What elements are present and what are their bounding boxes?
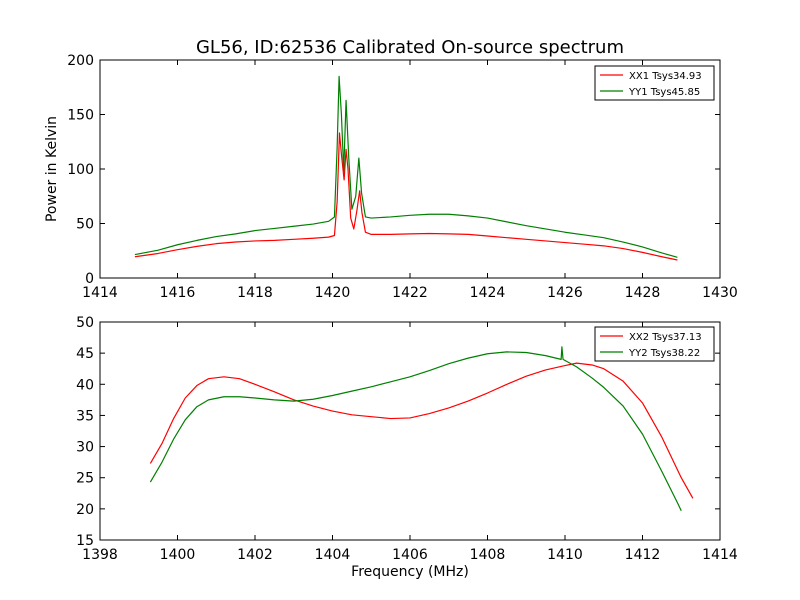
legend-label-1-1: YY2 Tsys38.22 xyxy=(628,348,700,359)
x-tick-label-1-4: 1406 xyxy=(392,547,428,563)
x-tick-label-1-3: 1404 xyxy=(315,547,351,563)
y-tick-label-1-4: 35 xyxy=(76,408,94,424)
x-tick-label-0-6: 1426 xyxy=(547,285,583,301)
y-tick-label-1-2: 25 xyxy=(76,471,94,487)
x-tick-label-1-8: 1414 xyxy=(702,547,738,563)
legend-1: XX2 Tsys37.13 YY2 Tsys38.22 xyxy=(594,326,715,362)
legend-0: XX1 Tsys34.93 YY1 Tsys45.85 xyxy=(594,65,715,101)
figure-title: GL56, ID:62536 Calibrated On-source spec… xyxy=(196,37,624,58)
y-tick-label-0-0: 0 xyxy=(85,271,94,287)
y-tick-label-1-3: 30 xyxy=(76,440,94,456)
bottom-panel: 1398 1400 1402 1404 1406 1408 1410 1412 1414 15 20… xyxy=(76,315,738,563)
y-tick-label-1-0: 15 xyxy=(76,533,94,549)
y-tick-label-1-5: 40 xyxy=(76,377,94,393)
x-tick-label-0-8: 1430 xyxy=(702,285,738,301)
legend-label-1-0: XX2 Tsys37.13 xyxy=(629,332,702,343)
x-tick-label-1-1: 1400 xyxy=(160,547,196,563)
x-tick-label-0-3: 1420 xyxy=(315,285,351,301)
legend-box-1 xyxy=(594,326,715,362)
series-line-0-1 xyxy=(134,75,678,258)
y-tick-label-0-2: 100 xyxy=(67,162,94,178)
x-tick-label-0-4: 1422 xyxy=(392,285,428,301)
y-tick-label-1-6: 45 xyxy=(76,346,94,362)
x-tick-label-0-2: 1418 xyxy=(237,285,273,301)
x-tick-label-1-0: 1398 xyxy=(82,547,118,563)
x-tick-label-1-6: 1410 xyxy=(547,547,583,563)
x-tick-label-0-0: 1414 xyxy=(82,285,118,301)
y-tick-label-1-7: 50 xyxy=(76,315,94,331)
y-tick-label-0-4: 200 xyxy=(67,53,94,69)
top-panel: 1414 1416 1418 1420 1422 1424 1426 1428 1430 0 50 1… xyxy=(67,53,738,301)
y-tick-label-0-1: 50 xyxy=(76,217,94,233)
series-line-0-0 xyxy=(134,132,678,261)
legend-box-0 xyxy=(594,65,715,101)
legend-label-0-0: XX1 Tsys34.93 xyxy=(629,71,702,82)
x-tick-label-1-2: 1402 xyxy=(237,547,273,563)
x-tick-label-0-7: 1428 xyxy=(625,285,661,301)
x-axis-label: Frequency (MHz) xyxy=(351,564,469,580)
y-axis-label: Power in Kelvin xyxy=(44,116,60,222)
x-tick-label-0-5: 1424 xyxy=(470,285,506,301)
y-tick-label-1-1: 20 xyxy=(76,502,94,518)
x-tick-label-1-5: 1408 xyxy=(470,547,506,563)
series-line-1-0 xyxy=(149,362,694,499)
series-line-1-1 xyxy=(149,346,682,511)
legend-label-0-1: YY1 Tsys45.85 xyxy=(628,87,700,98)
y-tick-label-0-3: 150 xyxy=(67,108,94,124)
x-tick-label-0-1: 1416 xyxy=(160,285,196,301)
x-tick-label-1-7: 1412 xyxy=(625,547,661,563)
